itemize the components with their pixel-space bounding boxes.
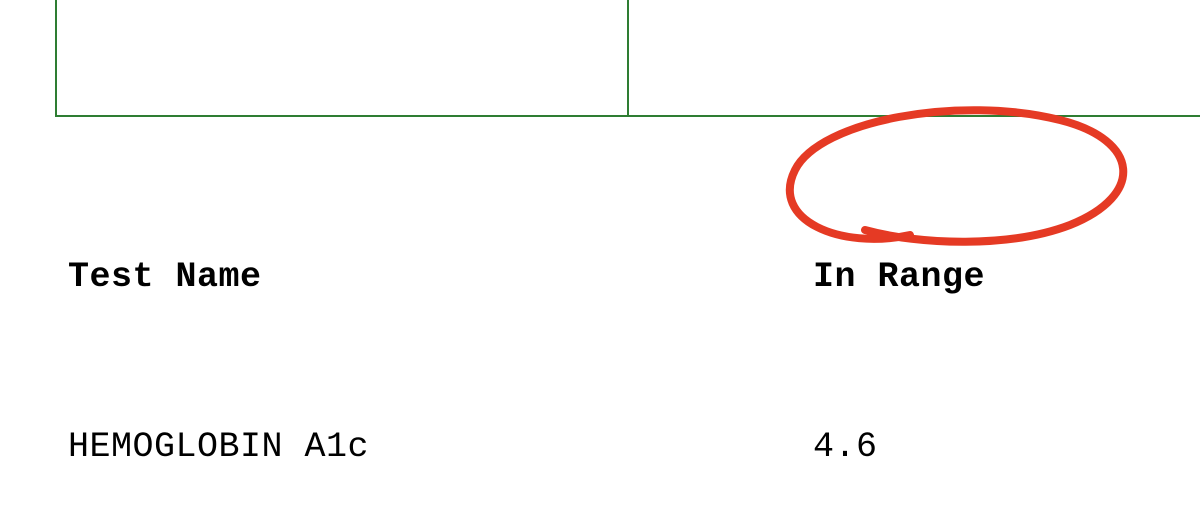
column-headers: Test NameIn Range: [68, 256, 1200, 299]
header-box-right: [629, 0, 1200, 115]
report-content: Test NameIn Range HEMOGLOBIN A1c4.6 For …: [68, 128, 1200, 520]
lab-report-page: Test NameIn Range HEMOGLOBIN A1c4.6 For …: [0, 0, 1200, 520]
test-name-value: HEMOGLOBIN A1c: [68, 426, 813, 469]
in-range-value: 4.6: [813, 426, 878, 469]
header-in-range: In Range: [813, 256, 985, 299]
header-test-name: Test Name: [68, 256, 813, 299]
header-boxes: [55, 0, 1200, 117]
result-row: HEMOGLOBIN A1c4.6: [68, 426, 1200, 469]
header-box-left: [55, 0, 629, 115]
